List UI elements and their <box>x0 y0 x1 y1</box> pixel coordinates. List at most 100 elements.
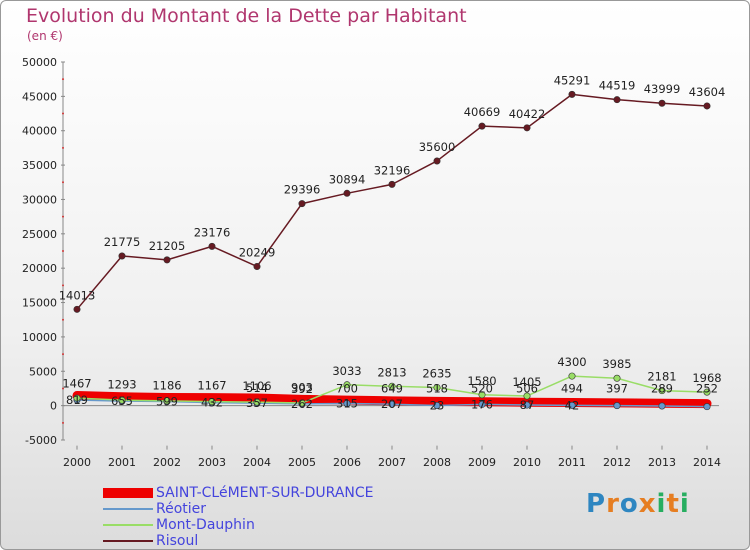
data-label: 357 <box>246 396 268 410</box>
data-label: 655 <box>111 394 133 408</box>
data-label: 397 <box>606 382 628 396</box>
data-point <box>433 157 441 165</box>
logo-letter: i <box>656 489 667 519</box>
logo-letter: r <box>606 489 620 519</box>
data-label: 1580 <box>467 374 496 388</box>
y-minor-tick <box>62 353 64 356</box>
data-point <box>658 387 666 395</box>
data-label: 23176 <box>194 225 231 239</box>
data-point <box>388 382 396 390</box>
data-label: 494 <box>561 382 583 396</box>
data-point <box>478 122 486 130</box>
data-label: 649 <box>381 382 403 396</box>
data-label: 2635 <box>422 367 451 381</box>
data-point <box>388 400 396 408</box>
x-tick-label: 2007 <box>378 456 406 469</box>
y-tick-label: 50000 <box>22 56 57 69</box>
data-label: 207 <box>381 397 403 411</box>
legend-swatch <box>103 540 153 542</box>
y-tick-label: 20000 <box>22 262 57 275</box>
data-point <box>523 124 531 132</box>
data-point <box>523 392 531 400</box>
data-label: 43604 <box>689 85 726 99</box>
data-point <box>388 180 396 188</box>
x-tick-label: 2010 <box>513 456 541 469</box>
data-point <box>118 252 126 260</box>
data-point <box>73 394 81 402</box>
data-point <box>523 401 531 409</box>
y-minor-tick <box>62 284 64 287</box>
data-label: 1106 <box>242 379 271 393</box>
data-label: 35600 <box>419 140 456 154</box>
data-point <box>613 96 621 104</box>
legend-swatch <box>103 488 153 498</box>
data-label: 44519 <box>599 79 636 93</box>
y-tick-label: 0 <box>50 400 57 413</box>
data-label: 819 <box>66 393 88 407</box>
data-label: 289 <box>651 382 673 396</box>
y-tick-label: 40000 <box>22 125 57 138</box>
data-label: 4300 <box>557 355 586 369</box>
y-minor-tick <box>62 146 64 149</box>
data-label: 20249 <box>239 245 276 259</box>
y-minor-tick <box>62 387 64 390</box>
y-tick-label: 25000 <box>22 228 57 241</box>
data-point <box>703 388 711 396</box>
data-point <box>568 90 576 98</box>
data-point <box>343 381 351 389</box>
x-tick-label: 2014 <box>693 456 721 469</box>
data-label: 903 <box>291 380 313 394</box>
logo-letter: P <box>586 489 607 519</box>
data-point <box>478 391 486 399</box>
data-point <box>568 372 576 380</box>
data-label: 29396 <box>284 183 321 197</box>
data-label: 43999 <box>644 82 681 96</box>
x-tick-label: 2002 <box>153 456 181 469</box>
data-label: 392 <box>291 382 313 396</box>
data-label: 176 <box>471 397 493 411</box>
logo-letter: t <box>666 489 680 519</box>
data-point <box>343 399 351 407</box>
data-point <box>433 401 441 409</box>
data-label: 32196 <box>374 163 411 177</box>
chart-title: Evolution du Montant de la Dette par Hab… <box>26 5 467 27</box>
logo-letter: x <box>638 489 657 519</box>
y-tick-label: -5000 <box>25 434 57 447</box>
data-label: 2181 <box>647 370 676 384</box>
y-minor-tick <box>62 250 64 252</box>
data-point <box>343 189 351 197</box>
x-tick-label: 2004 <box>243 456 271 469</box>
data-label: 315 <box>336 396 358 410</box>
data-point <box>253 398 261 406</box>
x-tick-label: 2008 <box>423 456 451 469</box>
y-minor-tick <box>62 215 64 218</box>
legend-swatch <box>103 524 153 526</box>
data-label: 21205 <box>149 239 186 253</box>
data-label: 1968 <box>692 371 721 385</box>
data-label: 3985 <box>602 357 631 371</box>
data-point <box>298 399 306 407</box>
data-label: 45291 <box>554 73 591 87</box>
x-tick-label: 2009 <box>468 456 496 469</box>
logo-letter: o <box>619 489 639 519</box>
y-minor-tick <box>62 421 64 424</box>
data-label: 252 <box>696 382 718 396</box>
y-tick-label: 35000 <box>22 159 57 172</box>
data-label: 21775 <box>104 235 141 249</box>
data-point <box>478 400 486 408</box>
data-label: 1186 <box>152 378 181 392</box>
data-point <box>298 200 306 208</box>
y-tick-label: 30000 <box>22 193 57 206</box>
data-label: 262 <box>291 397 313 411</box>
data-label: 599 <box>156 395 178 409</box>
x-tick-label: 2005 <box>288 456 316 469</box>
data-point <box>73 305 81 313</box>
legend-swatch <box>103 508 153 510</box>
data-label: 40669 <box>464 105 501 119</box>
x-tick-label: 2000 <box>63 456 91 469</box>
y-minor-tick <box>62 181 64 184</box>
x-tick-label: 2011 <box>558 456 586 469</box>
data-label: 1405 <box>512 375 541 389</box>
